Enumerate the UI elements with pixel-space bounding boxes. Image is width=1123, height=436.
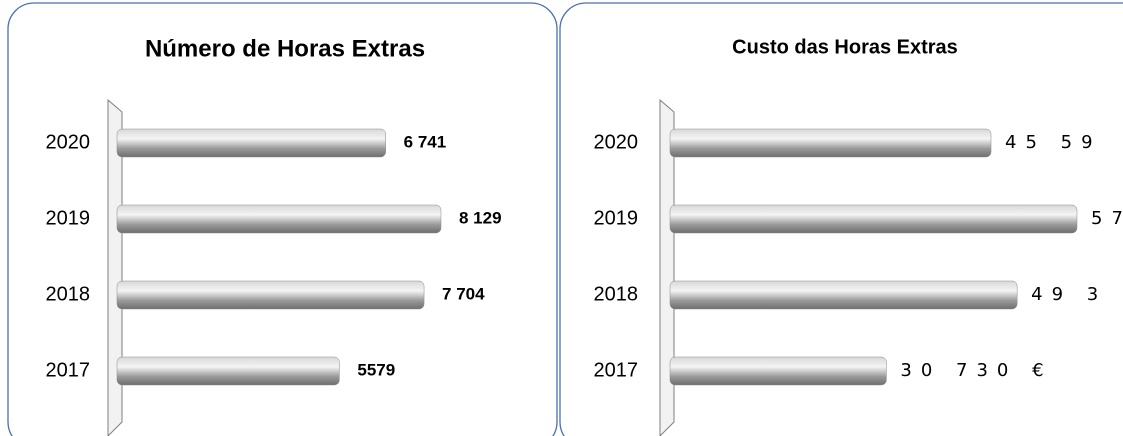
y-tick-label: 2019	[594, 207, 639, 229]
data-label: 5579	[357, 360, 395, 379]
y-tick-label: 2017	[46, 359, 91, 381]
bar	[669, 128, 992, 158]
chart-title: Número de Horas Extras	[145, 35, 425, 62]
data-label: 49 3	[1031, 284, 1107, 305]
data-label: 57 8	[1091, 208, 1123, 229]
y-tick-label: 2017	[594, 359, 639, 381]
data-label: 45 59	[1005, 132, 1102, 153]
data-label: 7 704	[442, 284, 485, 303]
axis-wall	[107, 98, 123, 436]
bar	[669, 204, 1078, 234]
bar	[116, 280, 425, 310]
y-tick-label: 2020	[46, 131, 91, 153]
chart-title: Custo das Horas Extras	[732, 36, 958, 58]
y-tick-label: 2018	[46, 283, 91, 305]
data-label: 6 741	[404, 132, 447, 151]
bar	[116, 128, 386, 158]
data-label: 8 129	[459, 208, 502, 227]
data-label: 30 730 €	[900, 360, 1052, 381]
y-tick-label: 2018	[594, 283, 639, 305]
axis-wall	[659, 98, 675, 436]
bar	[116, 356, 340, 386]
bar	[669, 356, 887, 386]
y-tick-label: 2020	[594, 131, 639, 153]
bar	[669, 280, 1018, 310]
bar	[116, 204, 442, 234]
y-tick-label: 2019	[46, 207, 91, 229]
